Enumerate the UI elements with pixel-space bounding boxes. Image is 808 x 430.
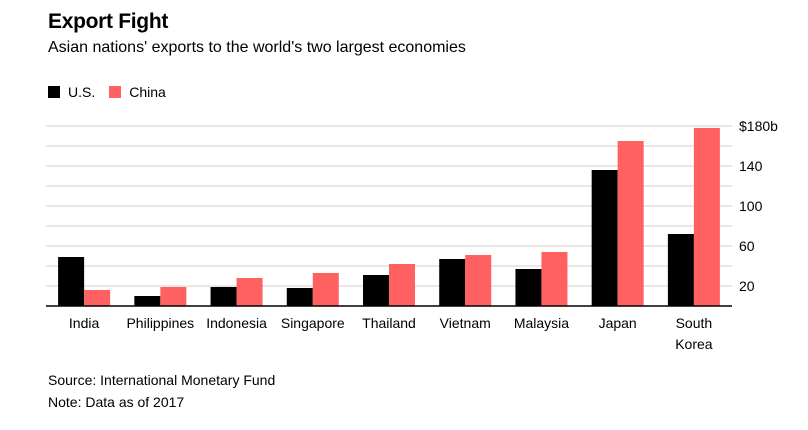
x-tick-label-line: Philippines <box>126 315 194 331</box>
bar-china-japan <box>617 141 644 306</box>
chart-title: Export Fight <box>48 10 169 33</box>
legend-label-us: U.S. <box>68 84 96 100</box>
x-tick-label: Thailand <box>362 315 416 331</box>
x-tick-label: Singapore <box>281 315 345 331</box>
bar-china-thailand <box>389 264 415 306</box>
bar-us-south-korea <box>667 234 694 306</box>
bar-china-vietnam <box>465 255 492 306</box>
x-tick-label: South Korea <box>675 315 713 352</box>
bar-china-south-korea <box>693 128 720 306</box>
bar-us-japan <box>591 170 618 306</box>
bar-china-indonesia <box>236 278 263 306</box>
bar-china-malaysia <box>541 252 568 306</box>
legend: U.S. China <box>48 84 180 100</box>
bar-us-singapore <box>286 288 313 306</box>
y-tick-label: 20 <box>739 278 755 294</box>
x-tick-label: India <box>69 315 100 331</box>
x-tick-label: Vietnam <box>440 315 491 331</box>
x-tick-label: Malaysia <box>514 315 569 331</box>
legend-swatch-china <box>109 86 122 98</box>
y-tick-label: 60 <box>739 238 755 254</box>
x-tick-label-line: Korea <box>675 336 713 352</box>
x-tick-label: Japan <box>599 315 637 331</box>
source-note: Source: International Monetary Fund <box>48 372 276 388</box>
bar-china-india <box>84 290 111 306</box>
y-tick-label: 100 <box>739 198 763 214</box>
bar-us-vietnam <box>439 259 466 306</box>
x-tick-label-line: Malaysia <box>514 315 569 331</box>
legend-label-china: China <box>129 84 166 100</box>
x-tick-label: Indonesia <box>206 315 267 331</box>
y-tick-label: 140 <box>739 158 763 174</box>
x-tick-label-line: Vietnam <box>440 315 491 331</box>
x-tick-label-line: Thailand <box>362 315 416 331</box>
legend-item-china: China <box>109 84 166 100</box>
y-tick-label: $180b <box>739 118 778 134</box>
bar-us-malaysia <box>515 269 542 306</box>
x-tick-label-line: Singapore <box>281 315 345 331</box>
bar-china-philippines <box>160 287 187 306</box>
x-tick-label-line: India <box>69 315 100 331</box>
chart-subtitle: Asian nations' exports to the world's tw… <box>48 39 466 56</box>
bar-china-singapore <box>312 273 339 306</box>
bar-us-indonesia <box>210 287 237 306</box>
x-tick-label-line: Japan <box>599 315 637 331</box>
x-tick-label-line: South <box>676 315 713 331</box>
x-tick-label: Philippines <box>126 315 194 331</box>
legend-item-us: U.S. <box>48 84 95 100</box>
x-tick-label-line: Indonesia <box>206 315 267 331</box>
legend-swatch-us <box>48 86 60 98</box>
data-note: Note: Data as of 2017 <box>48 394 185 410</box>
bar-us-philippines <box>134 296 161 306</box>
bar-us-thailand <box>363 275 389 306</box>
bar-us-india <box>58 257 85 306</box>
